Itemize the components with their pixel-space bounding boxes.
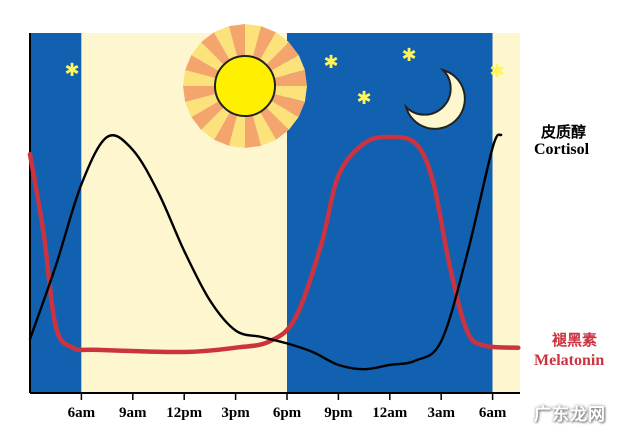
star-icon: ✱ bbox=[356, 88, 371, 109]
x-tick-label: 6pm bbox=[273, 405, 302, 421]
x-tick-label: 3pm bbox=[221, 405, 250, 421]
melatonin-line bbox=[27, 134, 521, 355]
x-tick-label: 6am bbox=[68, 405, 96, 421]
star-icon: ✱ bbox=[64, 60, 79, 81]
legend-cortisol: 皮质醇 Cortisol bbox=[534, 123, 590, 158]
band-day bbox=[492, 33, 520, 393]
watermark: 广东龙网 bbox=[534, 405, 606, 425]
x-tick-label: 6am bbox=[479, 405, 507, 421]
x-ticks: 6am 9am 12pm 3pm 6pm 9pm 12am 3am 6am bbox=[68, 393, 507, 421]
legend-cortisol-cn: 皮质醇 bbox=[541, 123, 586, 141]
stars: ✱ ✱ ✱ ✱ ✱ bbox=[64, 45, 504, 109]
legend-melatonin: 褪黑素 Melatonin bbox=[534, 331, 604, 369]
x-tick-label: 12am bbox=[372, 405, 408, 421]
crescent-moon-icon bbox=[403, 67, 466, 130]
band-night bbox=[30, 33, 82, 393]
legend-melatonin-cn: 褪黑素 bbox=[551, 331, 597, 349]
x-tick-label: 3am bbox=[427, 405, 455, 421]
legend-melatonin-en: Melatonin bbox=[534, 352, 604, 369]
sun-icon bbox=[183, 24, 307, 148]
x-tick-label: 9pm bbox=[324, 405, 353, 421]
x-tick-label: 9am bbox=[119, 405, 147, 421]
x-tick-label: 12pm bbox=[166, 405, 202, 421]
star-icon: ✱ bbox=[489, 61, 504, 82]
cortisol-line bbox=[28, 133, 503, 371]
star-icon: ✱ bbox=[401, 45, 416, 66]
series bbox=[27, 133, 521, 371]
legend-cortisol-en: Cortisol bbox=[534, 141, 590, 158]
star-icon: ✱ bbox=[323, 52, 338, 73]
